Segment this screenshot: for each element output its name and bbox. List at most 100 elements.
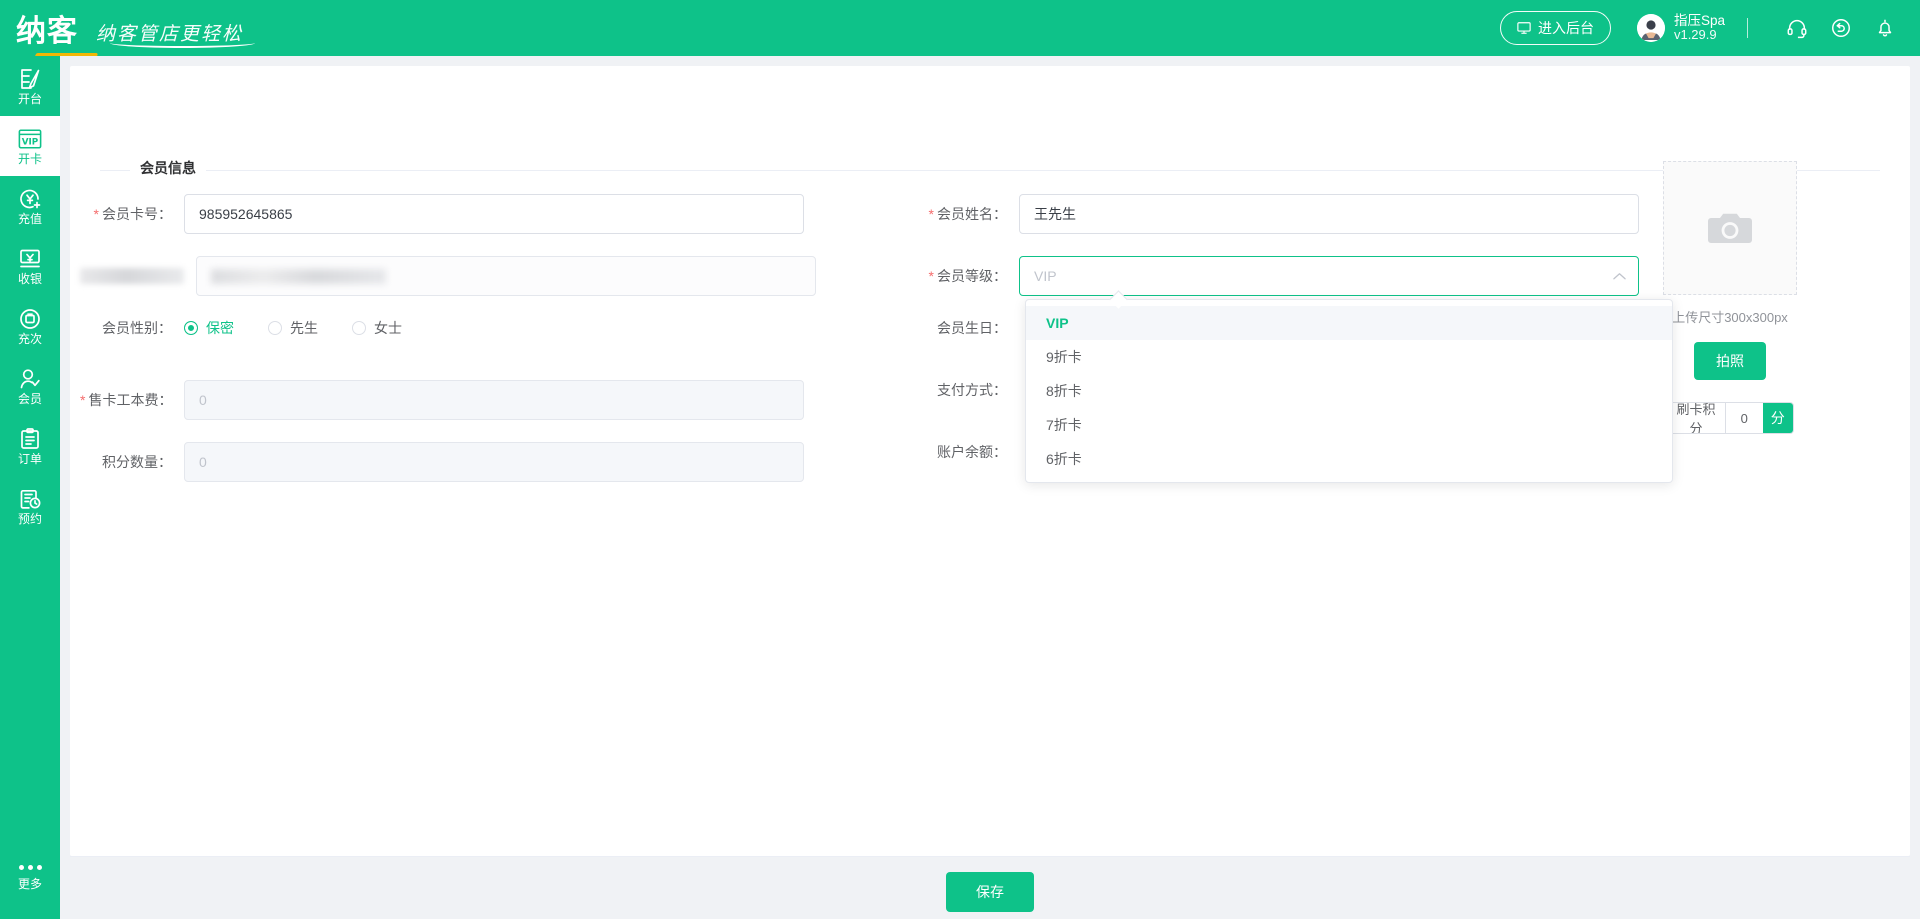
sidebar-item-order[interactable]: 订单 <box>0 416 60 476</box>
header-divider <box>1747 18 1748 38</box>
sidebar-label: 充次 <box>17 331 42 346</box>
dropdown-option-7[interactable]: 7折卡 <box>1046 417 1082 433</box>
enter-backend-button[interactable]: 进入后台 <box>1499 11 1611 45</box>
sidebar-label: 收银 <box>17 271 42 286</box>
refresh-icon[interactable] <box>1824 11 1858 45</box>
take-photo-button[interactable]: 拍照 <box>1694 342 1766 380</box>
points-qty-input[interactable]: 0 <box>184 442 804 482</box>
swipe-points-label: 刷卡积分 <box>1667 403 1726 433</box>
photo-upload-dropzone[interactable] <box>1663 161 1797 295</box>
sidebar-label: 订单 <box>17 451 42 466</box>
member-name-input[interactable]: 王先生 <box>1019 194 1639 234</box>
sidebar-item-member[interactable]: 会员 <box>0 356 60 416</box>
dropdown-option-9[interactable]: 9折卡 <box>1046 349 1082 365</box>
headset-icon[interactable] <box>1780 11 1814 45</box>
user-meta: 指压Spa v1.29.9 <box>1674 13 1725 43</box>
field-member-level: * 会员等级： VIP <box>915 256 1639 296</box>
required-asterisk: * <box>928 268 934 284</box>
field-label-balance: 账户余额： <box>937 444 1007 460</box>
member-form-card: 会员信息 * 会员卡号： 985952645865 * 会员姓名： 王先生 <box>70 66 1910 912</box>
radio-dot-icon <box>184 321 198 335</box>
member-level-select[interactable]: VIP <box>1019 256 1639 296</box>
dropdown-option-6[interactable]: 6折卡 <box>1046 451 1082 467</box>
gender-radio-female[interactable]: 女士 <box>352 318 402 338</box>
cashier-icon <box>18 247 42 271</box>
top-header: 纳客 纳客管店更轻松 进入后台 <box>0 0 1920 60</box>
recharge-icon <box>18 187 42 211</box>
bell-icon[interactable] <box>1868 11 1902 45</box>
sidebar-label: 会员 <box>17 391 42 406</box>
more-dots-icon <box>18 860 42 876</box>
required-asterisk: * <box>928 206 934 222</box>
photo-upload-panel: 上传尺寸300x300px 拍照 刷卡积分 0 分 <box>1635 161 1825 434</box>
field-points-qty: 积分数量： 0 <box>80 442 804 482</box>
sidebar-label: 充值 <box>17 211 42 226</box>
field-birthday: 会员生日： <box>915 318 1019 338</box>
gender-radio-secret[interactable]: 保密 <box>184 318 234 338</box>
field-label-member-name: * 会员姓名： <box>928 206 1007 222</box>
points-qty-placeholder: 0 <box>199 454 207 470</box>
sidebar-label: 更多 <box>17 876 42 891</box>
sidebar-item-cashier[interactable]: 收银 <box>0 236 60 296</box>
redacted-input[interactable] <box>196 256 816 296</box>
member-level-placeholder: VIP <box>1034 268 1057 284</box>
required-asterisk: * <box>93 206 99 222</box>
radio-dot-icon <box>268 321 282 335</box>
sidebar-item-recharge[interactable]: 充值 <box>0 176 60 236</box>
section-title: 会员信息 <box>130 158 206 178</box>
enter-backend-label: 进入后台 <box>1537 20 1594 36</box>
field-member-name: * 会员姓名： 王先生 <box>915 194 1639 234</box>
swipe-points-unit-button[interactable]: 分 <box>1762 403 1793 433</box>
section-divider-line <box>100 170 1880 171</box>
gender-option-label: 女士 <box>374 320 402 336</box>
logo-text: 纳客 <box>16 15 99 60</box>
save-button[interactable]: 保存 <box>946 872 1034 912</box>
brand-logo[interactable]: 纳客 纳客管店更轻松 <box>0 0 255 60</box>
sidebar-label: 开台 <box>17 91 42 106</box>
gender-option-label: 先生 <box>290 320 318 336</box>
dropdown-option-8[interactable]: 8折卡 <box>1046 383 1082 399</box>
sidebar-item-more[interactable]: 更多 <box>0 845 60 905</box>
field-label-pay-method: 支付方式： <box>937 382 1007 398</box>
open-table-icon <box>18 67 42 91</box>
swipe-points-group: 刷卡积分 0 分 <box>1666 402 1794 434</box>
field-label-gender: 会员性别： <box>102 320 172 336</box>
field-label-card-no: * 会员卡号： <box>93 206 172 222</box>
sidebar-label: 预约 <box>17 511 42 526</box>
field-card-fee: * 售卡工本费： 0 <box>80 380 804 420</box>
redacted-label <box>80 268 184 284</box>
sidebar-item-appointment[interactable]: 预约 <box>0 476 60 536</box>
monitor-icon <box>1517 22 1531 34</box>
member-level-dropdown: VIP 9折卡 8折卡 7折卡 6折卡 <box>1025 299 1673 483</box>
avatar-icon <box>1636 13 1665 42</box>
photo-size-caption: 上传尺寸300x300px <box>1672 310 1788 325</box>
field-redacted <box>80 256 816 296</box>
field-card-no: * 会员卡号： 985952645865 <box>80 194 804 234</box>
sidebar-item-vip-card[interactable]: VIP 开卡 <box>0 116 60 176</box>
main-content: 会员信息 * 会员卡号： 985952645865 * 会员姓名： 王先生 <box>60 56 1920 919</box>
times-recharge-icon <box>18 307 42 331</box>
field-label-member-level: * 会员等级： <box>928 268 1007 284</box>
card-no-input[interactable]: 985952645865 <box>184 194 804 234</box>
swipe-points-input[interactable]: 0 <box>1725 403 1763 433</box>
app-version: v1.29.9 <box>1673 27 1717 43</box>
chevron-up-icon <box>1613 270 1626 282</box>
radio-dot-icon <box>352 321 366 335</box>
slogan-swoosh-line <box>110 38 255 48</box>
required-asterisk: * <box>80 392 86 408</box>
left-sidebar: 开台 VIP 开卡 充值 <box>0 56 60 919</box>
card-fee-input[interactable]: 0 <box>184 380 804 420</box>
card-fee-placeholder: 0 <box>199 392 207 408</box>
dropdown-option-vip[interactable]: VIP <box>1026 306 1672 340</box>
svg-text:VIP: VIP <box>22 137 39 147</box>
gender-radio-male[interactable]: 先生 <box>268 318 318 338</box>
field-label-points-qty: 积分数量： <box>102 454 172 470</box>
sidebar-item-times-recharge[interactable]: 充次 <box>0 296 60 356</box>
avatar <box>1636 13 1665 42</box>
vip-card-icon: VIP <box>18 127 42 151</box>
sidebar-item-open-table[interactable]: 开台 <box>0 56 60 116</box>
user-profile[interactable]: 指压Spa v1.29.9 <box>1636 13 1725 43</box>
header-right-group: 进入后台 指压Spa v1.29.9 <box>1499 0 1920 56</box>
field-pay-method: 支付方式： <box>915 380 1019 400</box>
